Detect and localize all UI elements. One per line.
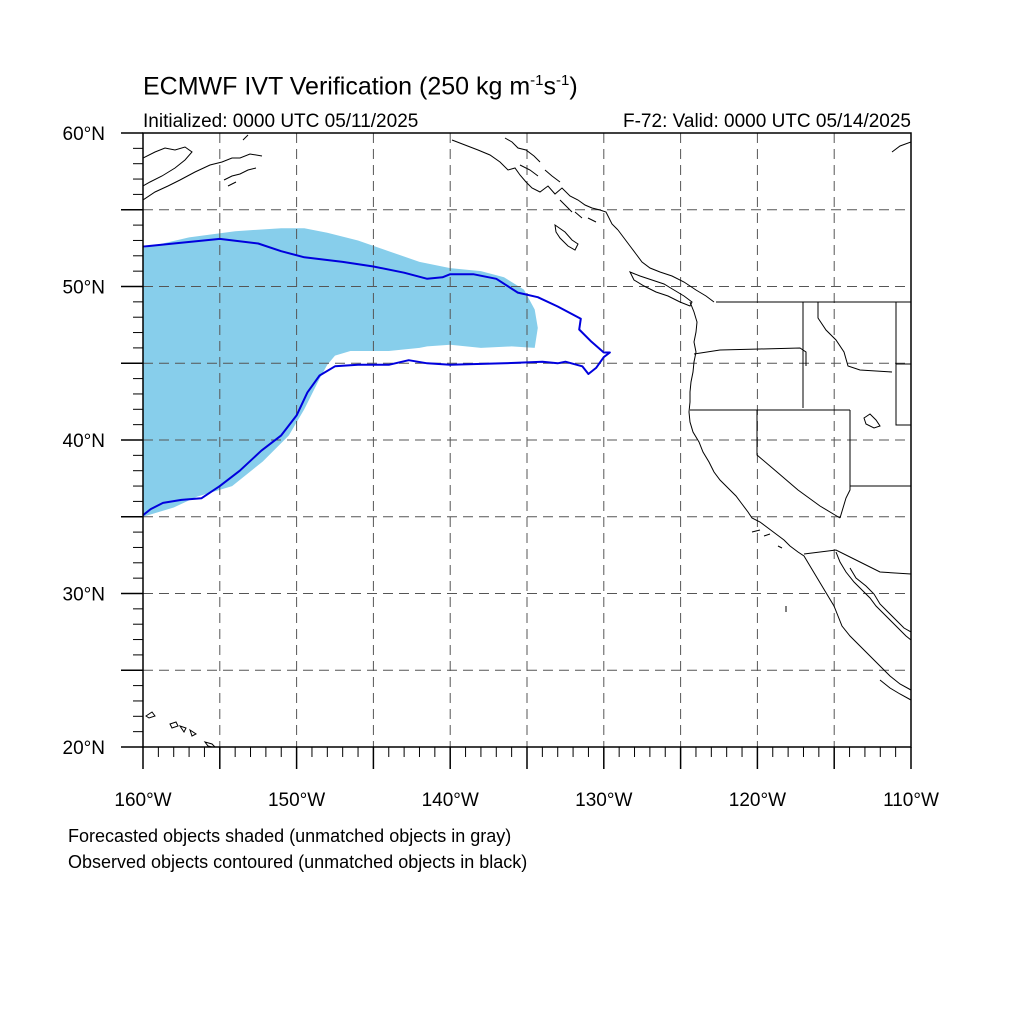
lat-label: 40°N	[63, 431, 105, 452]
lon-label: 140°W	[422, 790, 479, 811]
lon-label: 150°W	[268, 790, 325, 811]
alaska-coast	[143, 134, 263, 201]
mainland-mexico-coast	[849, 567, 911, 701]
mt-wy-border	[895, 302, 911, 426]
valid-subtitle: F-72: Valid: 0000 UTC 05/14/2025	[623, 111, 911, 132]
lake-outline	[863, 413, 881, 429]
bc-mainland-coast	[617, 229, 715, 303]
channel-islands	[751, 529, 787, 612]
id-border	[802, 302, 893, 408]
title-text: ECMWF IVT Verification (250 kg m	[143, 72, 531, 101]
initialized-subtitle: Initialized: 0000 UTC 05/11/2025	[143, 111, 419, 132]
lat-label: 20°N	[63, 738, 105, 759]
vancouver-island	[628, 271, 693, 307]
ca-nv-border	[756, 410, 841, 519]
map-title: ECMWF IVT Verification (250 kg m-1s-1)	[143, 72, 578, 101]
observed-ivt-contour	[143, 237, 611, 516]
title-text-s: s	[543, 72, 557, 101]
canada-coast	[451, 137, 619, 251]
coastlines-and-borders	[143, 134, 911, 747]
nv-ut-border	[839, 410, 851, 519]
axis-labels: 60°N 50°N 40°N 30°N 20°N 160°W 150°W 140°W 130°W…	[63, 124, 939, 811]
observed-note: Observed objects contoured (unmatched ob…	[68, 852, 528, 872]
lon-label: 160°W	[114, 790, 171, 811]
observed-object-layer	[143, 237, 611, 516]
lat-label: 60°N	[63, 124, 105, 145]
axis-ticks	[121, 132, 912, 769]
lat-label: 50°N	[63, 278, 105, 299]
us-mexico-border	[803, 549, 911, 575]
lon-label: 120°W	[729, 790, 786, 811]
baja-gulf-coast	[835, 551, 911, 641]
wa-or-border	[693, 347, 807, 366]
title-superscript-1: -1	[530, 72, 544, 89]
forecast-note: Forecasted objects shaded (unmatched obj…	[68, 826, 512, 846]
gridlines	[143, 133, 911, 747]
lat-label: 30°N	[63, 585, 105, 606]
alaska-far-coast	[891, 141, 911, 153]
us-west-coast	[688, 301, 911, 691]
forecast-ivt-object	[143, 228, 538, 517]
title-superscript-2: -1	[556, 72, 570, 89]
title-text-end: )	[569, 72, 578, 101]
forecast-object-layer	[143, 228, 538, 517]
lon-label: 110°W	[883, 790, 939, 811]
hawaii-islands	[145, 711, 216, 747]
lon-label: 130°W	[575, 790, 632, 811]
